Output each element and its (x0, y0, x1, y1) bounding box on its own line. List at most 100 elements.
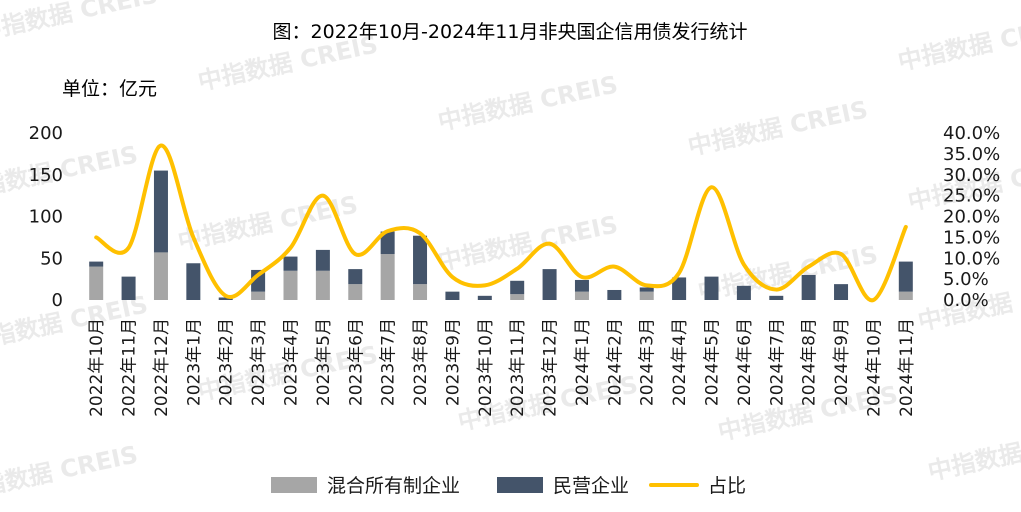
bar-mixed-ownership (283, 270, 298, 300)
bar-private (542, 269, 557, 300)
bar-private (445, 291, 460, 300)
bar-private (736, 285, 751, 300)
bar-layer (89, 170, 913, 300)
y-right-tick-label: 0.0% (943, 290, 989, 311)
watermark-text: 中指数据 CREIS (0, 0, 160, 46)
bar-private (283, 256, 298, 271)
bar-private (639, 287, 654, 292)
watermark-text: 中指数据 CREIS (0, 440, 140, 505)
x-tick-label: 2024年11月 (897, 318, 917, 417)
bar-private (801, 274, 816, 300)
legend-label-share: 占比 (708, 475, 746, 497)
bar-private (574, 279, 589, 292)
x-tick-label: 2022年11月 (120, 318, 140, 417)
y-left-tick-label: 0 (52, 290, 63, 311)
bar-mixed-ownership (574, 291, 589, 300)
watermark-text: 中指数据 CREIS (925, 420, 1021, 485)
x-tick-label: 2022年12月 (152, 318, 172, 417)
bar-mixed-ownership (315, 270, 330, 300)
bar-private (672, 277, 687, 300)
x-tick-label: 2023年2月 (217, 318, 237, 406)
bar-private (315, 249, 330, 271)
line-layer (94, 143, 908, 303)
x-axis: 2022年10月 2022年11月 2022年12月 2023年1月 2023年2月 20… (87, 318, 917, 417)
bar-mixed-ownership (639, 291, 654, 300)
bar-mixed-ownership (510, 294, 525, 300)
bar-mixed-ownership (413, 284, 428, 300)
x-tick-label: 2024年3月 (638, 318, 658, 406)
x-tick-label: 2024年8月 (800, 318, 820, 406)
bar-mixed-ownership (153, 252, 168, 300)
x-tick-label: 2023年11月 (508, 318, 528, 417)
x-tick-label: 2023年9月 (443, 318, 463, 406)
legend-label-mixed: 混合所有制企业 (327, 475, 460, 497)
bar-mixed-ownership (251, 291, 266, 300)
x-tick-label: 2024年7月 (767, 318, 787, 406)
x-tick-label: 2023年3月 (249, 318, 269, 406)
y-right-tick-label: 35.0% (943, 144, 1000, 165)
x-tick-label: 2023年5月 (314, 318, 334, 406)
bar-mixed-ownership (89, 266, 104, 300)
legend-label-private: 民营企业 (553, 475, 629, 497)
y-right-tick-label: 10.0% (943, 248, 1000, 269)
y-right-tick-label: 5.0% (943, 269, 989, 290)
x-tick-label: 2024年1月 (573, 318, 593, 406)
watermark-text: 中指数据 CREIS (435, 70, 620, 135)
legend-swatch-private (497, 477, 543, 493)
y-right-tick-label: 30.0% (943, 165, 1000, 186)
watermark-text: 中指数据 CREIS (435, 210, 620, 275)
watermark-text: 中指数据 CREIS (175, 190, 360, 255)
y-left-tick-label: 150 (29, 165, 63, 186)
unit-label: 单位：亿元 (62, 78, 157, 100)
y-right-tick-label: 40.0% (943, 123, 1000, 144)
x-tick-label: 2024年5月 (703, 318, 723, 406)
bar-mixed-ownership (380, 254, 395, 300)
y-right-tick-label: 20.0% (943, 207, 1000, 228)
line-share (94, 143, 908, 303)
y-left-tick-label: 100 (29, 207, 63, 228)
x-tick-label: 2023年1月 (184, 318, 204, 406)
y-right-tick-label: 25.0% (943, 186, 1000, 207)
bar-mixed-ownership (348, 284, 363, 300)
x-tick-label: 2023年12月 (541, 318, 561, 417)
chart-title: 图：2022年10月-2024年11月非央国企信用债发行统计 (273, 21, 748, 43)
x-tick-label: 2024年4月 (670, 318, 690, 406)
bar-private (898, 261, 913, 292)
bar-private (769, 295, 784, 300)
bar-mixed-ownership (898, 291, 913, 300)
y-axis-left: 0 50 100 150 200 (29, 123, 63, 311)
x-tick-label: 2023年10月 (476, 318, 496, 417)
bar-private (186, 263, 201, 300)
bar-private (834, 284, 849, 300)
x-tick-label: 2023年4月 (282, 318, 302, 406)
x-tick-label: 2024年10月 (864, 318, 884, 417)
legend: 混合所有制企业 民营企业 占比 (271, 475, 746, 497)
bar-private (218, 297, 233, 300)
bar-private (413, 235, 428, 285)
y-left-tick-label: 50 (40, 248, 63, 269)
x-tick-label: 2024年9月 (832, 318, 852, 406)
bar-private (121, 276, 136, 300)
x-tick-label: 2024年6月 (735, 318, 755, 406)
x-tick-label: 2024年2月 (605, 318, 625, 406)
watermark-text: 中指数据 CREIS (0, 140, 140, 205)
bar-private (607, 289, 622, 300)
x-tick-label: 2023年8月 (411, 318, 431, 406)
bar-private (704, 276, 719, 300)
bar-private (89, 261, 104, 267)
x-tick-label: 2023年7月 (379, 318, 399, 406)
bar-private (348, 269, 363, 285)
y-axis-right: 0.0%5.0%10.0%15.0%20.0%25.0%30.0%35.0%40… (943, 123, 1000, 311)
bar-private (153, 170, 168, 253)
bar-private (380, 231, 395, 255)
bar-private (477, 295, 492, 300)
bar-private (510, 280, 525, 295)
y-left-tick-label: 200 (29, 123, 63, 144)
x-tick-label: 2022年10月 (87, 318, 107, 417)
y-right-tick-label: 15.0% (943, 227, 1000, 248)
x-tick-label: 2023年6月 (346, 318, 366, 406)
legend-swatch-mixed (271, 477, 317, 493)
watermark-text: 中指数据 CREIS (685, 95, 870, 160)
